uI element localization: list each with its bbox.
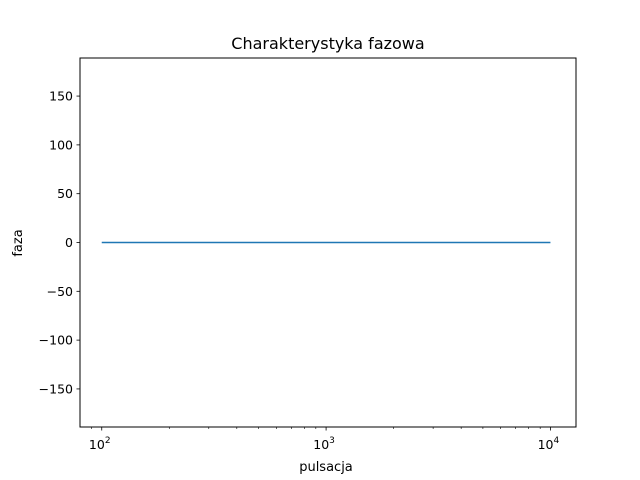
x-axis: 102 103 104 [89, 427, 560, 452]
y-tick-label: 150 [49, 89, 73, 104]
y-tick-label: −50 [47, 284, 73, 299]
x-tick-label: 102 [89, 436, 111, 452]
y-tick-label: 100 [49, 137, 73, 152]
y-tick-label: −150 [39, 381, 73, 396]
y-axis-label: faza [11, 229, 26, 256]
x-tick-label: 104 [538, 436, 560, 452]
x-axis-label: pulsacja [299, 460, 353, 475]
y-axis: 150 100 50 0 −50 −100 −150 [39, 89, 80, 396]
chart-title: Charakterystyka fazowa [231, 34, 424, 53]
y-tick-label: 0 [65, 235, 73, 250]
y-tick-label: −100 [39, 333, 73, 348]
x-tick-label: 103 [313, 436, 335, 452]
y-tick-label: 50 [57, 186, 73, 201]
